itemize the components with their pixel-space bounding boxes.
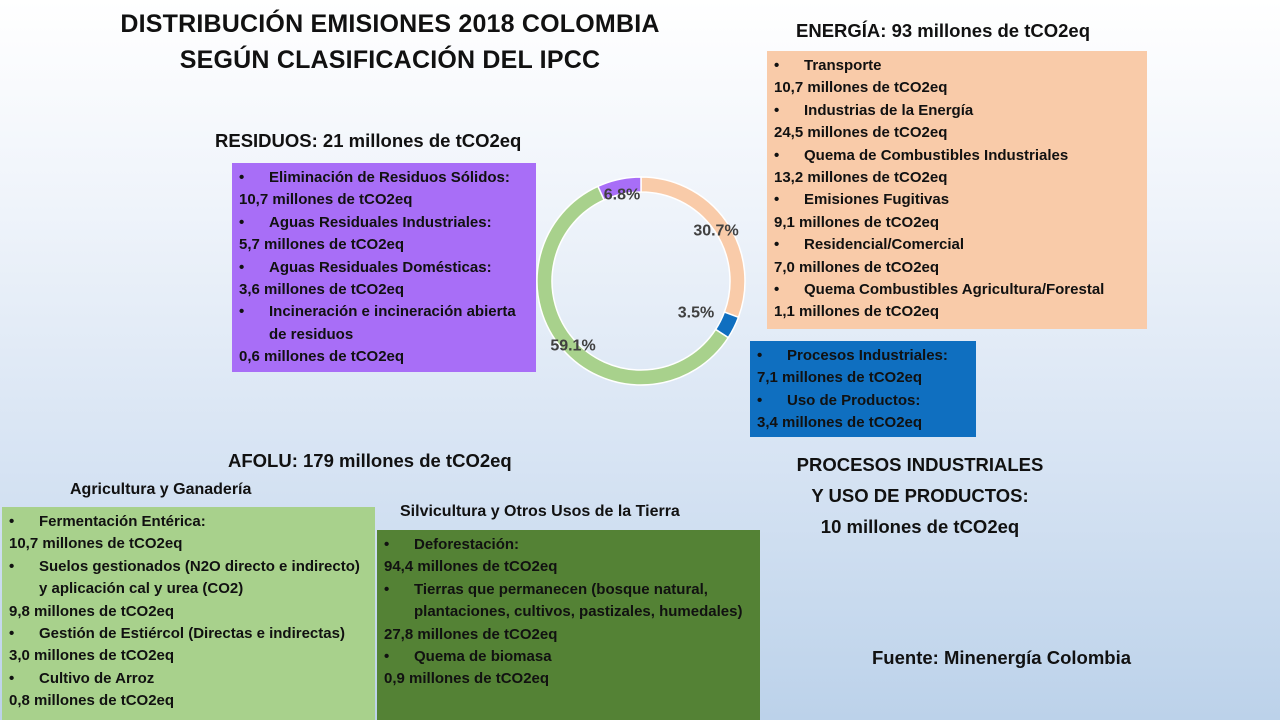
item-value: 9,8 millones de tCO2eq bbox=[9, 602, 175, 620]
item-label: Emisiones Fugitivas bbox=[804, 191, 950, 209]
procesos-heading-line-2: Y USO DE PRODUCTOS: bbox=[811, 485, 1029, 506]
title-line-1: DISTRIBUCIÓN EMISIONES 2018 COLOMBIA bbox=[120, 10, 660, 38]
list-item: • Fermentación Entérica: bbox=[9, 511, 368, 533]
item-value: 10,7 millones de tCO2eq bbox=[774, 79, 948, 97]
residuos-heading: RESIDUOS: 21 millones de tCO2eq bbox=[215, 130, 522, 151]
list-item: • Quema de biomasa bbox=[384, 646, 753, 668]
item-label: Transporte bbox=[804, 57, 882, 74]
list-item: • Eliminación de Residuos Sólidos: bbox=[239, 167, 529, 189]
list-item: • Gestión de Estiércol (Directas e indire… bbox=[9, 623, 368, 645]
item-value: 10,7 millones de tCO2eq bbox=[9, 535, 183, 553]
procesos-box: • Procesos Industriales: 7,1 millones de … bbox=[750, 341, 976, 437]
item-label: Suelos gestionados (N2O directo e indire… bbox=[39, 557, 360, 598]
list-item: • Cultivo de Arroz bbox=[9, 668, 368, 690]
donut-labels: 30.7% 3.5% 59.1% 6.8% bbox=[550, 187, 738, 355]
item-value: 9,1 millones de tCO2eq bbox=[774, 213, 940, 231]
energia-heading: ENERGÍA: 93 millones de tCO2eq bbox=[796, 20, 1091, 41]
silvicultura-box: • Deforestación: 94,4 millones de tCO2eq … bbox=[377, 530, 760, 720]
list-item: • Residencial/Comercial bbox=[774, 234, 1140, 256]
item-value: 3,0 millones de tCO2eq bbox=[9, 647, 175, 665]
item-label: Incineración e incineración abierta de r… bbox=[269, 303, 516, 343]
list-item: • Aguas Residuales Industriales: bbox=[239, 212, 529, 234]
item-value: 0,8 millones de tCO2eq bbox=[9, 692, 175, 710]
item-value: 7,1 millones de tCO2eq bbox=[757, 369, 923, 387]
item-label: Industrias de la Energía bbox=[804, 101, 974, 119]
item-label: Aguas Residuales Domésticas: bbox=[269, 258, 492, 276]
list-item: • Industrias de la Energía bbox=[774, 100, 1140, 122]
item-value: 13,2 millones de tCO2eq bbox=[774, 169, 948, 187]
item-value: 7,0 millones de tCO2eq bbox=[774, 258, 940, 276]
item-value: 3,6 millones de tCO2eq bbox=[239, 281, 405, 299]
procesos-heading: PROCESOS INDUSTRIALES Y USO DE PRODUCTOS… bbox=[770, 449, 1070, 542]
donut-slice bbox=[536, 185, 730, 386]
list-item: • Quema Combustibles Agricultura/Forestal bbox=[774, 279, 1140, 301]
afolu-heading: AFOLU: 179 millones de tCO2eq bbox=[228, 450, 512, 471]
donut-slice-label: 30.7% bbox=[693, 223, 738, 240]
item-label: Quema Combustibles Agricultura/Forestal bbox=[804, 281, 1105, 299]
list-item: • Emisiones Fugitivas bbox=[774, 189, 1140, 211]
donut-slice bbox=[596, 176, 642, 201]
donut-chart: 30.7% 3.5% 59.1% 6.8% bbox=[536, 176, 746, 386]
item-label: Deforestación: bbox=[414, 536, 520, 553]
item-label: Residencial/Comercial bbox=[804, 236, 965, 254]
donut-slice-label: 3.5% bbox=[678, 305, 714, 322]
item-label: Tierras que permanecen (bosque natural, … bbox=[414, 580, 743, 621]
item-label: Quema de biomasa bbox=[414, 648, 552, 666]
list-item: • Tierras que permanecen (bosque natural,… bbox=[384, 579, 753, 624]
list-item: • Procesos Industriales: bbox=[757, 345, 969, 367]
list-item: • Incineración e incineración abierta de … bbox=[239, 301, 529, 346]
energia-box: • Transporte 10,7 millones de tCO2eq • Ind… bbox=[767, 51, 1147, 329]
item-label: Fermentación Entérica: bbox=[39, 513, 206, 530]
item-label: Eliminación de Residuos Sólidos: bbox=[269, 169, 510, 186]
donut-slice-label: 6.8% bbox=[604, 187, 640, 204]
agricultura-heading: Agricultura y Ganadería bbox=[70, 481, 252, 498]
residuos-box: • Eliminación de Residuos Sólidos: 10,7 m… bbox=[232, 163, 536, 372]
item-value: 5,7 millones de tCO2eq bbox=[239, 236, 405, 254]
title-line-2: SEGÚN CLASIFICACIÓN DEL IPCC bbox=[179, 46, 601, 74]
item-value: 1,1 millones de tCO2eq bbox=[774, 303, 940, 321]
item-value: 0,9 millones de tCO2eq bbox=[384, 670, 550, 688]
donut-slice-label: 59.1% bbox=[550, 338, 595, 355]
item-value: 24,5 millones de tCO2eq bbox=[774, 124, 948, 142]
list-item: • Transporte bbox=[774, 55, 1140, 77]
item-value: 94,4 millones de tCO2eq bbox=[384, 558, 558, 576]
agricultura-box: • Fermentación Entérica: 10,7 millones de… bbox=[2, 507, 375, 720]
item-label: Uso de Productos: bbox=[787, 391, 921, 409]
silvicultura-heading: Silvicultura y Otros Usos de la Tierra bbox=[400, 503, 680, 520]
item-value: 10,7 millones de tCO2eq bbox=[239, 191, 413, 209]
item-value: 3,4 millones de tCO2eq bbox=[757, 414, 923, 432]
page-title: DISTRIBUCIÓN EMISIONES 2018 COLOMBIA SEG… bbox=[60, 6, 720, 78]
item-label: Gestión de Estiércol (Directas e indirec… bbox=[39, 625, 345, 643]
item-label: Quema de Combustibles Industriales bbox=[804, 146, 1069, 164]
source-note: Fuente: Minenergía Colombia bbox=[872, 647, 1132, 668]
donut-slice bbox=[640, 176, 746, 319]
item-label: Cultivo de Arroz bbox=[39, 669, 155, 687]
item-label: Procesos Industriales: bbox=[787, 347, 948, 364]
procesos-heading-line-1: PROCESOS INDUSTRIALES bbox=[796, 454, 1044, 475]
donut-slices bbox=[536, 176, 746, 386]
list-item: • Uso de Productos: bbox=[757, 390, 969, 412]
list-item: • Quema de Combustibles Industriales bbox=[774, 145, 1140, 167]
list-item: • Aguas Residuales Domésticas: bbox=[239, 257, 529, 279]
list-item: • Deforestación: bbox=[384, 534, 753, 556]
item-label: Aguas Residuales Industriales: bbox=[269, 213, 492, 231]
item-value: 0,6 millones de tCO2eq bbox=[239, 348, 405, 366]
item-value: 27,8 millones de tCO2eq bbox=[384, 625, 558, 643]
list-item: • Suelos gestionados (N2O directo e indir… bbox=[9, 556, 368, 601]
procesos-heading-line-3: 10 millones de tCO2eq bbox=[820, 516, 1020, 537]
